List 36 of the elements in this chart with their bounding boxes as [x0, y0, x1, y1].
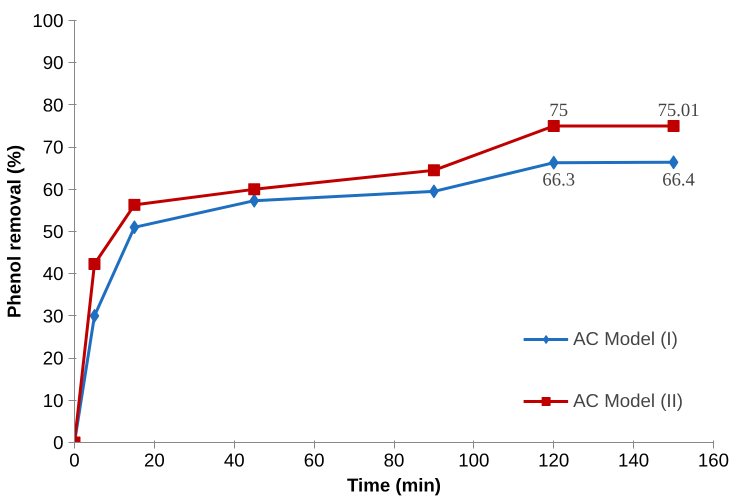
point [548, 120, 560, 132]
data-label: 75 [549, 100, 568, 121]
y-tick-label: 20 [42, 348, 64, 369]
y-tick-label: 80 [42, 94, 64, 116]
y-axis-title: Phenol removal (%) [3, 144, 24, 318]
point [88, 258, 100, 270]
data-label: 66.4 [662, 169, 696, 190]
legend-label: AC Model (II) [573, 390, 683, 412]
x-tick-label: 20 [144, 450, 165, 470]
y-tick-label: 90 [42, 52, 64, 74]
x-tick-label: 40 [224, 450, 245, 470]
point [428, 164, 440, 176]
y-tick-label: 30 [42, 305, 64, 326]
point [128, 198, 140, 211]
data-label: 75.01 [658, 100, 700, 121]
x-tick-label: 120 [538, 450, 570, 470]
y-tick-label: 60 [42, 178, 64, 200]
y-tick-label: 10 [42, 390, 64, 411]
x-tick-label: 140 [618, 450, 650, 470]
x-tick-label: 60 [304, 450, 325, 470]
point [248, 183, 260, 196]
point [548, 156, 559, 170]
x-tick-label: 80 [384, 450, 404, 470]
y-tick-label: 50 [42, 221, 64, 242]
point [668, 120, 680, 132]
x-tick-label: 100 [458, 450, 490, 470]
legend-label: AC Model (I) [573, 328, 678, 350]
y-tick-label: 100 [32, 10, 64, 31]
y-tick-label: 40 [42, 263, 64, 284]
data-label: 66.3 [542, 170, 576, 191]
x-axis-title: Time (min) [347, 474, 441, 496]
y-tick-label: 70 [42, 136, 64, 158]
y-tick-label: 0 [53, 432, 64, 453]
point [249, 194, 260, 208]
x-tick-label: 0 [69, 450, 80, 470]
x-tick-label: 160 [698, 450, 730, 470]
